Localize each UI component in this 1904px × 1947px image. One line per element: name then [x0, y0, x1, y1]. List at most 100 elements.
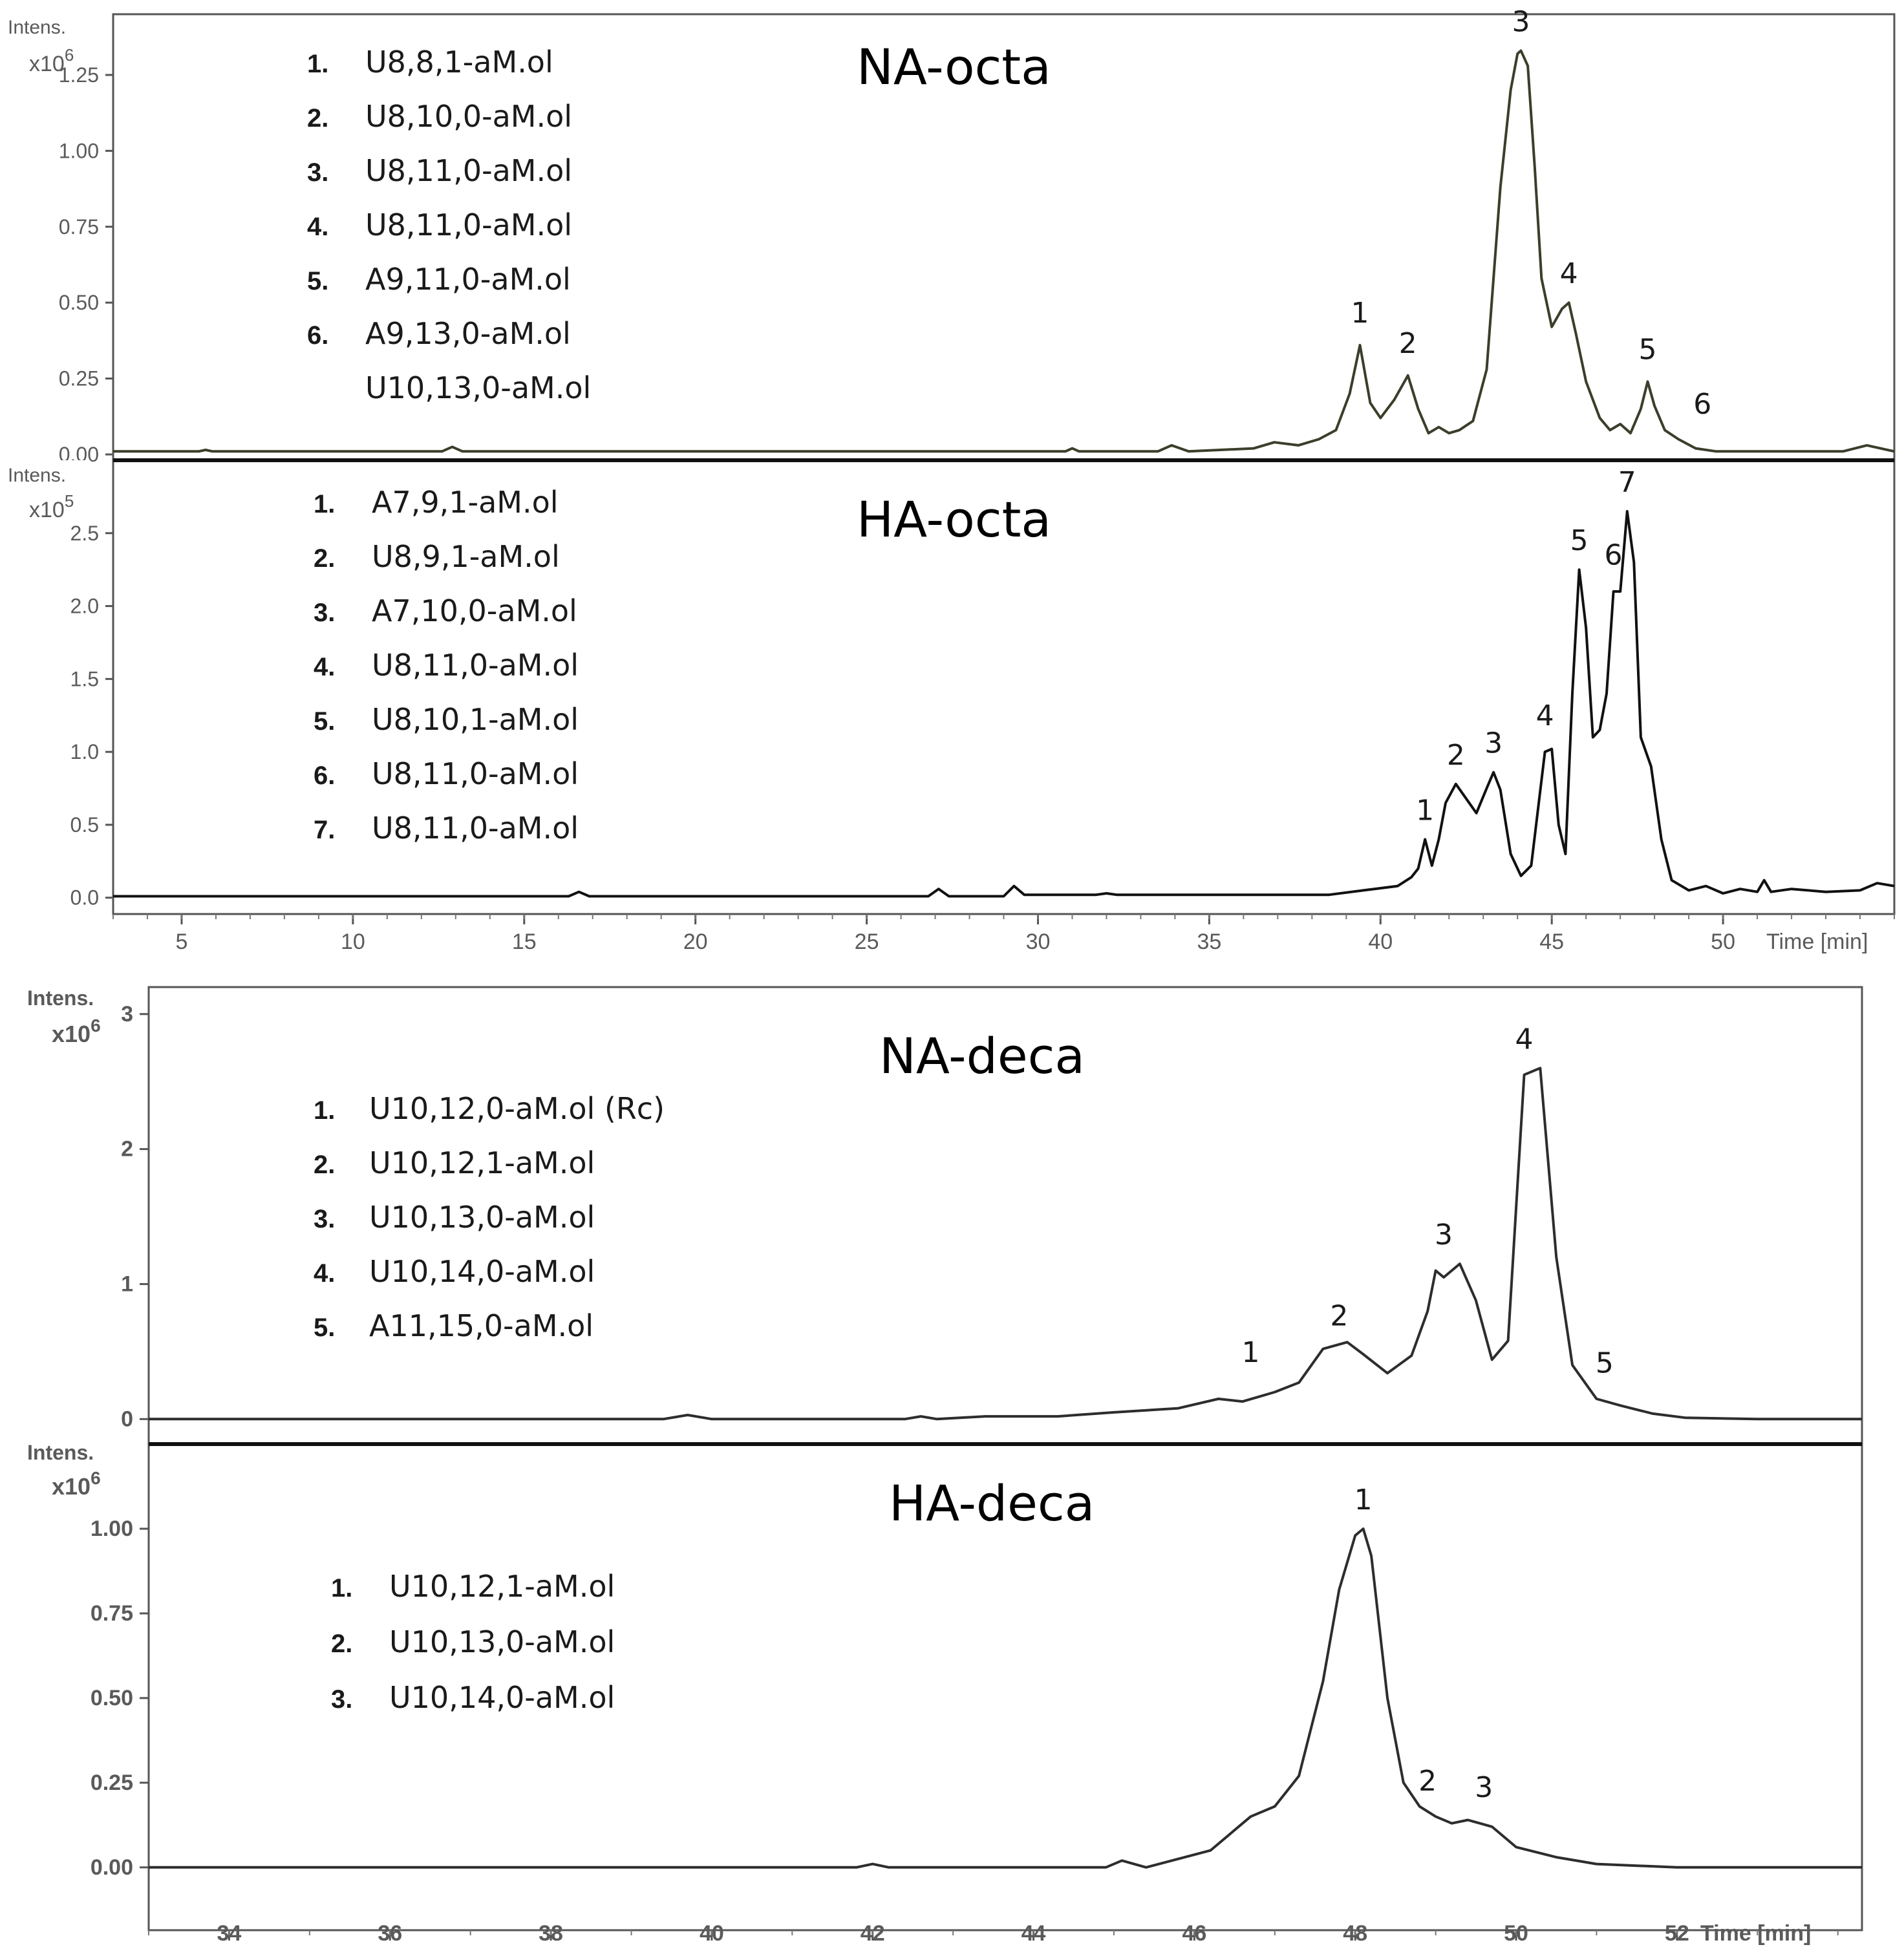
legend-number: 5.	[307, 267, 328, 295]
legend-number: 1.	[314, 490, 335, 518]
peak-label: 6	[1605, 539, 1623, 572]
legend-number: 4.	[314, 1259, 335, 1288]
peak-label: 2	[1330, 1299, 1348, 1332]
chart-title: HA-octa	[857, 491, 1051, 548]
x-tick-label: 35	[1197, 930, 1221, 954]
legend-number: 3.	[314, 1205, 335, 1233]
peak-label: 5	[1596, 1347, 1614, 1380]
y-tick-label: 3	[121, 1002, 133, 1027]
y-tick-label: 0.75	[91, 1601, 133, 1626]
panel-na-deca: 0 1 2 3 Intens. x106 NA-deca 1. U10,12,0-aM.…	[27, 986, 1863, 1445]
legend-number: 3.	[307, 158, 328, 187]
x-tick-label: 30	[1026, 930, 1051, 954]
x-tick-label: 40	[1368, 930, 1393, 954]
legend-entry: A7,9,1-aM.ol	[372, 485, 559, 520]
peak-label: 3	[1484, 727, 1503, 760]
x-tick-label: 10	[341, 930, 365, 954]
legend-number: 7.	[314, 816, 335, 844]
legend: 1. U8,8,1-aM.ol 2. U8,10,0-aM.ol 3. U8,11,0-a…	[307, 45, 591, 405]
y-tick-label: 0.0	[70, 886, 99, 910]
legend-number: 5.	[314, 1314, 335, 1342]
y-tick-label: 0.5	[70, 813, 99, 836]
legend-entry: A11,15,0-aM.ol	[369, 1308, 594, 1343]
y-axis-label-backdrop	[27, 1439, 131, 1466]
peak-labels: 1 2 3 4 5	[1241, 1023, 1613, 1379]
y-axis: 0.00 0.25 0.50 0.75 1.00	[91, 1516, 149, 1880]
peak-label: 1	[1351, 297, 1369, 330]
legend-number: 2.	[307, 104, 328, 133]
chart-title: HA-deca	[889, 1474, 1095, 1532]
series-line	[149, 1067, 1862, 1421]
y-tick-label: 0.00	[91, 1855, 133, 1880]
y-tick-label: 1.25	[59, 63, 99, 87]
series-group	[113, 49, 1895, 453]
y-tick-label: 2.5	[70, 522, 99, 545]
y-axis: 0.0 0.5 1.0 1.5 2.0 2.5	[70, 522, 113, 910]
peak-label: 1	[1416, 794, 1434, 827]
legend-number: 2.	[314, 544, 335, 573]
legend-entry: U8,10,0-aM.ol	[365, 99, 572, 134]
y-tick-label: 0.50	[59, 291, 99, 314]
x-tick-label: 25	[855, 930, 879, 954]
legend-entry: U10,13,0-aM.ol	[369, 1200, 595, 1235]
x-axis: 34 36 38 40 42 44 46 48 50 52	[148, 1921, 1839, 1946]
x-tick-label: 45	[1539, 930, 1564, 954]
y-axis-label-backdrop	[8, 460, 91, 486]
peak-label: 1	[1354, 1484, 1373, 1516]
chart-title: NA-octa	[857, 38, 1051, 96]
peak-label: 2	[1399, 327, 1417, 360]
y-tick-label: 0	[121, 1407, 133, 1431]
peak-label: 4	[1536, 699, 1554, 732]
peak-label: 5	[1570, 524, 1588, 557]
peak-label: 3	[1512, 5, 1530, 38]
y-tick-label: 1.00	[59, 139, 99, 162]
y-axis: 0.000.250.500.751.001.25	[59, 63, 113, 466]
legend-entry: A9,11,0-aM.ol	[365, 262, 571, 297]
y-tick-label: 1.00	[91, 1516, 133, 1541]
peak-label: 1	[1241, 1336, 1259, 1369]
legend-number: 2.	[314, 1151, 335, 1179]
y-tick-label: 2	[121, 1137, 133, 1162]
peak-label: 5	[1639, 334, 1657, 367]
series-group	[149, 1527, 1862, 1869]
x-tick-label: 50	[1711, 930, 1735, 954]
legend-entry: U8,10,1-aM.ol	[372, 702, 579, 737]
legend: 1. A7,9,1-aM.ol 2. U8,9,1-aM.ol 3. A7,10,0-aM…	[314, 485, 579, 846]
series-group	[149, 1067, 1862, 1421]
peak-label: 6	[1693, 388, 1711, 421]
y-tick-label: 0.75	[59, 215, 99, 239]
y-tick-label: 0.25	[59, 367, 99, 390]
legend-entry: U8,8,1-aM.ol	[365, 45, 553, 80]
legend-number: 6.	[307, 321, 328, 350]
y-axis-exponent: x106	[29, 45, 74, 76]
legend-number: 3.	[331, 1685, 352, 1714]
legend-entry: A7,10,0-aM.ol	[372, 593, 577, 628]
peak-label: 2	[1447, 739, 1465, 772]
series-line	[113, 49, 1895, 453]
y-tick-label: 2.0	[70, 595, 99, 618]
legend-number: 1.	[331, 1574, 352, 1602]
legend-entry: U8,11,0-aM.ol	[372, 648, 579, 683]
peak-labels: 1 2 3	[1354, 1484, 1493, 1804]
panel-ha-octa: 0.00.51.01.52.02.5 5 10 15 20 25 30 35 40 45 50 I…	[8, 458, 1896, 954]
y-axis-exponent: x106	[52, 1468, 101, 1500]
peak-label: 7	[1618, 466, 1636, 499]
legend-number: 6.	[314, 761, 335, 790]
chart-title: NA-deca	[879, 1027, 1085, 1085]
y-axis-label: Intens.	[8, 465, 66, 486]
legend-entry: U10,13,0-aM.ol	[389, 1624, 615, 1659]
panel-na-octa: 0.000.250.500.751.001.25 Intens. x106 NA…	[8, 5, 1896, 466]
legend-number: 3.	[314, 599, 335, 627]
peak-labels: 12 34 5 6 7	[1416, 466, 1636, 827]
y-tick-label: 1	[121, 1271, 133, 1296]
peak-label: 2	[1418, 1765, 1437, 1798]
legend-entry: U10,14,0-aM.ol	[369, 1254, 595, 1289]
peak-labels: 12 3 4 5 6	[1351, 5, 1712, 421]
legend-number: 1.	[314, 1096, 335, 1125]
y-axis-label: Intens.	[27, 1441, 94, 1464]
x-tick-label: 20	[683, 930, 708, 954]
y-tick-label: 1.0	[70, 740, 99, 763]
peak-label: 3	[1435, 1218, 1453, 1251]
legend-entry: U8,11,0-aM.ol	[372, 756, 579, 791]
